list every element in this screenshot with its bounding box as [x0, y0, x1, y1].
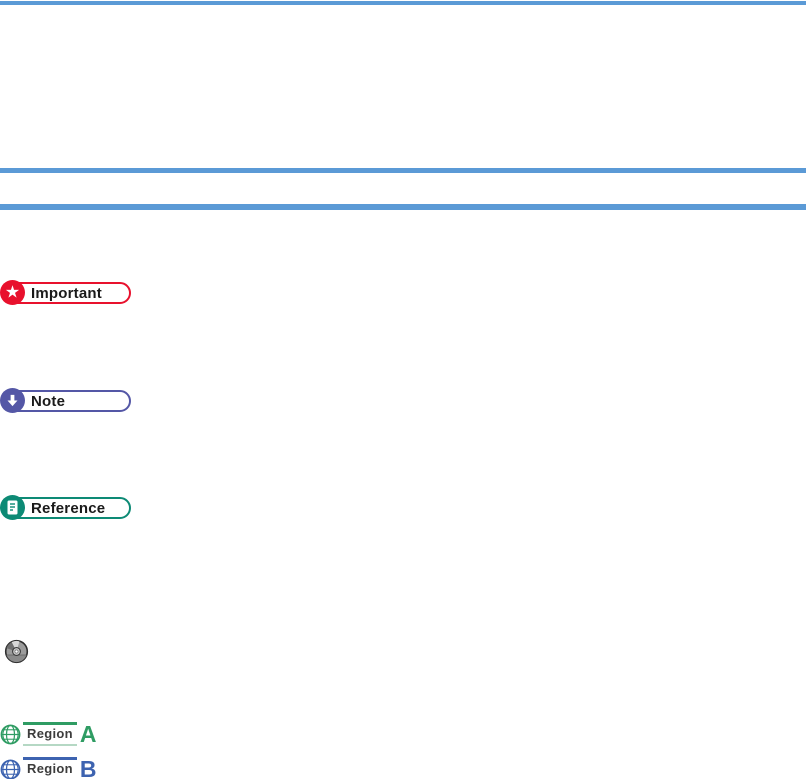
section-rule-1 — [0, 168, 806, 173]
region-a-label: Region — [27, 726, 73, 741]
section-rule-2 — [0, 204, 806, 210]
document-glyph — [7, 500, 18, 515]
note-pill: Note — [1, 390, 131, 412]
region-b-letter: B — [79, 755, 97, 779]
region-b-label: Region — [27, 761, 73, 776]
star-glyph: ★ — [4, 282, 21, 302]
globe-icon — [0, 759, 21, 779]
region-a-letter: A — [79, 720, 97, 747]
down-arrow-icon — [0, 388, 25, 413]
reference-badge: Reference — [0, 495, 160, 520]
note-label: Note — [31, 392, 66, 410]
region-b-badge: Region B — [0, 757, 96, 779]
top-page-rule — [0, 1, 806, 5]
down-arrow-glyph — [7, 394, 18, 407]
reference-pill: Reference — [1, 497, 131, 519]
cd-disc-icon — [4, 639, 29, 664]
document-icon — [0, 495, 25, 520]
star-icon: ★ — [0, 280, 25, 305]
globe-icon — [0, 724, 21, 744]
note-badge: Note — [0, 388, 160, 413]
region-word-box: Region — [23, 722, 77, 746]
important-label: Important — [31, 284, 102, 302]
reference-label: Reference — [31, 499, 106, 517]
important-pill: Important — [1, 282, 131, 304]
region-a-badge: Region A — [0, 722, 96, 746]
region-word-box: Region — [23, 757, 77, 779]
important-badge: Important ★ — [0, 280, 160, 305]
